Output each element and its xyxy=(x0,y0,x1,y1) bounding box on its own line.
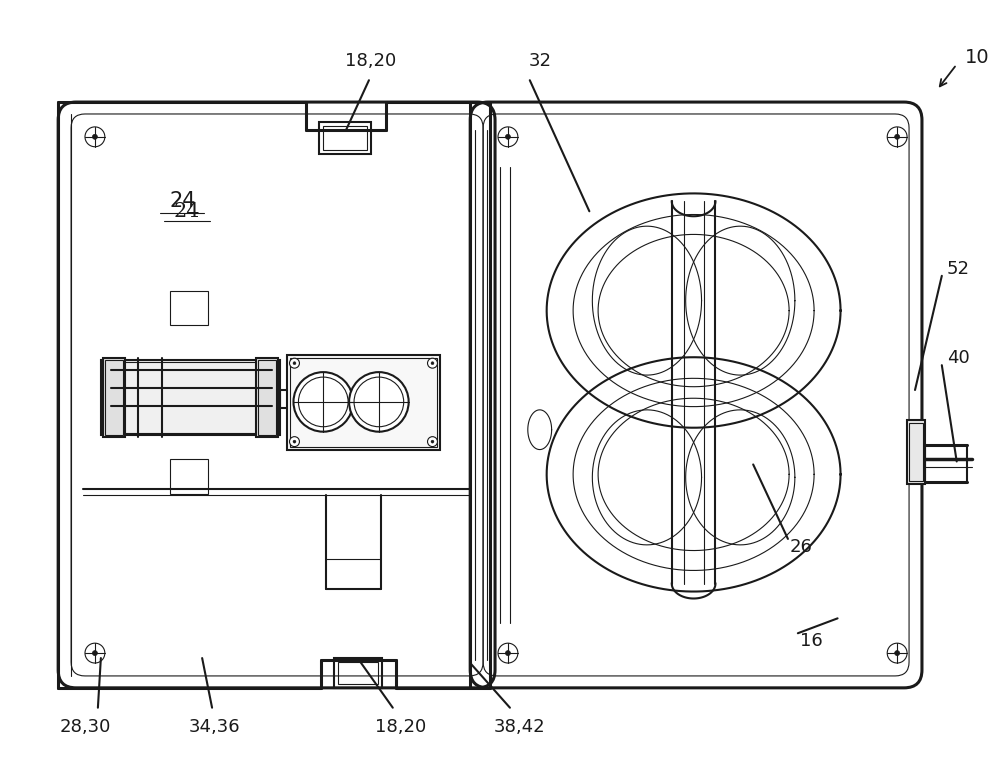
Circle shape xyxy=(92,135,97,139)
Bar xyxy=(103,363,278,433)
Circle shape xyxy=(298,377,348,426)
Text: 52: 52 xyxy=(947,260,970,278)
Circle shape xyxy=(92,650,97,656)
Text: 32: 32 xyxy=(528,52,551,70)
Bar xyxy=(287,356,440,450)
Circle shape xyxy=(505,135,510,139)
Circle shape xyxy=(354,377,404,426)
Circle shape xyxy=(85,127,105,147)
Circle shape xyxy=(293,372,353,432)
Circle shape xyxy=(895,650,900,656)
Text: 38,42: 38,42 xyxy=(494,717,546,736)
Circle shape xyxy=(887,127,907,147)
Circle shape xyxy=(887,643,907,663)
Text: 16: 16 xyxy=(800,633,823,650)
Bar xyxy=(338,662,378,684)
Bar xyxy=(256,358,278,436)
Bar xyxy=(103,358,125,436)
Circle shape xyxy=(349,372,409,432)
Bar xyxy=(319,122,371,154)
Text: 18,20: 18,20 xyxy=(345,52,397,70)
Circle shape xyxy=(895,135,900,139)
Circle shape xyxy=(505,650,510,656)
Bar xyxy=(101,360,280,435)
Bar xyxy=(258,360,276,435)
Bar xyxy=(105,360,123,435)
Bar xyxy=(907,420,925,485)
Circle shape xyxy=(428,436,437,447)
Circle shape xyxy=(498,643,518,663)
Bar xyxy=(909,422,923,482)
Text: 24: 24 xyxy=(174,202,200,221)
Text: 40: 40 xyxy=(947,349,970,367)
Text: 28,30: 28,30 xyxy=(59,717,111,736)
Circle shape xyxy=(85,643,105,663)
Bar xyxy=(334,658,382,688)
Circle shape xyxy=(498,127,518,147)
Circle shape xyxy=(290,436,299,447)
Bar xyxy=(290,358,437,447)
Bar xyxy=(323,126,367,149)
Text: 18,20: 18,20 xyxy=(375,717,426,736)
Circle shape xyxy=(431,440,434,443)
Circle shape xyxy=(290,358,299,368)
Circle shape xyxy=(428,358,437,368)
Text: 26: 26 xyxy=(790,538,813,555)
Circle shape xyxy=(293,362,296,365)
Text: 10: 10 xyxy=(965,48,989,67)
Bar xyxy=(170,460,208,494)
Circle shape xyxy=(293,440,296,443)
Circle shape xyxy=(431,362,434,365)
Bar xyxy=(170,291,208,325)
Text: 34,36: 34,36 xyxy=(188,717,240,736)
Text: 24: 24 xyxy=(169,191,196,212)
